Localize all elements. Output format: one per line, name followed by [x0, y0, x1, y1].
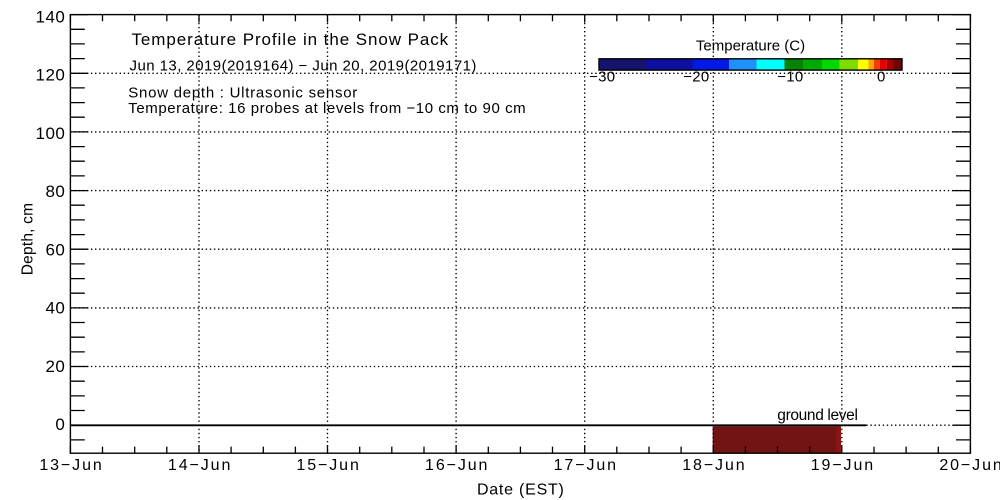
svg-text:−30: −30	[589, 68, 615, 85]
svg-text:140: 140	[36, 7, 66, 26]
svg-text:Depth, cm: Depth, cm	[20, 203, 37, 275]
svg-text:14−Jun: 14−Jun	[168, 457, 232, 474]
svg-text:40: 40	[45, 299, 65, 318]
svg-text:−20: −20	[683, 68, 709, 85]
svg-text:−10: −10	[777, 68, 803, 85]
svg-text:60: 60	[45, 240, 65, 259]
svg-text:100: 100	[36, 124, 66, 143]
svg-text:Snow depth : Ultrasonic sensor: Snow depth : Ultrasonic sensor	[128, 85, 358, 102]
svg-text:120: 120	[36, 66, 66, 85]
svg-text:20−Jun: 20−Jun	[939, 457, 1000, 474]
svg-text:0: 0	[55, 415, 65, 434]
svg-text:Jun 13, 2019(2019164) − Jun 20: Jun 13, 2019(2019164) − Jun 20, 2019(201…	[130, 58, 477, 75]
svg-text:13−Jun: 13−Jun	[39, 457, 103, 474]
svg-text:Date (EST): Date (EST)	[477, 482, 565, 499]
svg-text:80: 80	[45, 182, 65, 201]
svg-text:19−Jun: 19−Jun	[811, 457, 875, 474]
svg-text:16−Jun: 16−Jun	[425, 457, 489, 474]
svg-text:17−Jun: 17−Jun	[554, 457, 618, 474]
svg-text:0: 0	[877, 68, 886, 85]
svg-text:18−Jun: 18−Jun	[682, 457, 746, 474]
svg-text:15−Jun: 15−Jun	[296, 457, 360, 474]
svg-text:Temperature (C): Temperature (C)	[696, 37, 805, 54]
svg-text:20: 20	[45, 357, 65, 376]
svg-text:Temperature Profile in the Sno: Temperature Profile in the Snow Pack	[132, 30, 450, 49]
svg-text:ground level: ground level	[777, 407, 857, 424]
svg-text:Temperature: 16 probes at leve: Temperature: 16 probes at levels from −1…	[128, 100, 526, 117]
